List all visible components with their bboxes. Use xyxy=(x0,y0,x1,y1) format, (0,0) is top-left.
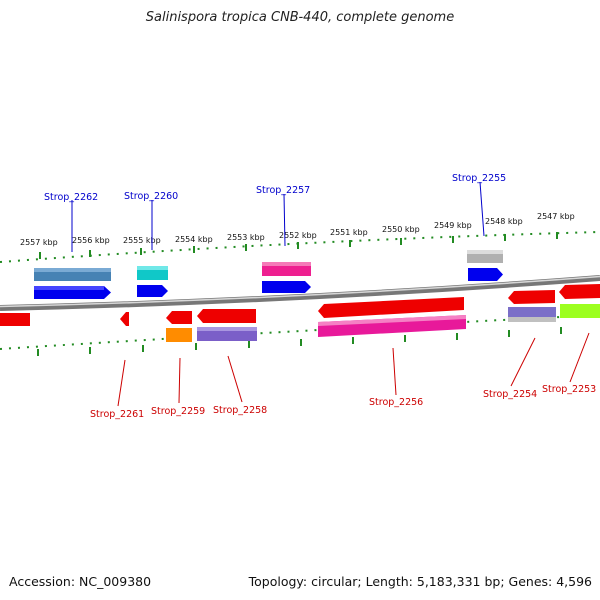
genome-summary-text: Topology: circular; Length: 5,183,331 bp… xyxy=(248,574,592,589)
upper-ruler-major-ticks xyxy=(39,232,558,259)
feature-strop-2261[interactable] xyxy=(120,312,129,326)
reverse-features xyxy=(0,284,600,342)
tick-label: 2552 kbp xyxy=(279,231,317,240)
genome-backbone xyxy=(0,275,600,311)
feature-strop-2256-red[interactable] xyxy=(318,297,464,318)
map-title: Salinispora tropica CNB-440, complete ge… xyxy=(145,10,455,25)
feature-shade xyxy=(318,315,466,326)
gene-label-strop-2258[interactable]: Strop_2258 xyxy=(213,405,267,416)
tick-label: 2553 kbp xyxy=(227,233,265,242)
feature-strop-2259[interactable] xyxy=(166,328,192,342)
gene-label-strop-2255[interactable]: Strop_2255 xyxy=(452,173,506,184)
feature-shade xyxy=(467,250,503,254)
tick-label: 2551 kbp xyxy=(330,228,368,237)
feature-strop-2255[interactable] xyxy=(468,268,503,281)
tick-label: 2557 kbp xyxy=(20,238,58,247)
gene-label-strop-2260[interactable]: Strop_2260 xyxy=(124,191,178,202)
feature-shade xyxy=(262,262,311,266)
forward-features xyxy=(34,250,503,299)
backbone-highlight xyxy=(0,275,600,308)
gene-label-strop-2259[interactable]: Strop_2259 xyxy=(151,406,205,417)
feature-shade xyxy=(34,286,104,290)
feature-strop-2259-red[interactable] xyxy=(166,311,192,324)
leader-lines xyxy=(71,181,590,407)
gene-label-strop-2253[interactable]: Strop_2253 xyxy=(542,384,596,395)
lower-ruler-major-ticks xyxy=(37,327,562,356)
feature-shade xyxy=(197,327,257,331)
feature-strop-2260[interactable] xyxy=(137,285,168,297)
feature-shade xyxy=(34,268,111,272)
tick-label: 2550 kbp xyxy=(382,225,420,234)
gene-label-strop-2261[interactable]: Strop_2261 xyxy=(90,409,144,420)
feature-strop-2254-red[interactable] xyxy=(508,290,555,304)
tick-label: 2554 kbp xyxy=(175,235,213,244)
feature-strop-2257[interactable] xyxy=(262,281,311,293)
tick-label: 2547 kbp xyxy=(537,212,575,221)
feature-strop-2253[interactable] xyxy=(560,304,600,318)
gene-label-strop-2257[interactable]: Strop_2257 xyxy=(256,185,310,196)
feature-shade xyxy=(137,266,168,270)
accession-text: Accession: NC_009380 xyxy=(9,574,152,589)
gene-label-strop-2262[interactable]: Strop_2262 xyxy=(44,192,98,203)
gene-labels: Strop_2262 Strop_2260 Strop_2257 Strop_2… xyxy=(44,173,596,420)
gene-label-strop-2256[interactable]: Strop_2256 xyxy=(369,397,423,408)
tick-label: 2549 kbp xyxy=(434,221,472,230)
feature-strop-2253-red[interactable] xyxy=(559,284,600,299)
tick-labels: 2557 kbp 2556 kbp 2555 kbp 2554 kbp 2553… xyxy=(20,212,575,247)
feature-strop-2258-red[interactable] xyxy=(197,309,256,323)
tick-label: 2555 kbp xyxy=(123,236,161,245)
gene-label-strop-2254[interactable]: Strop_2254 xyxy=(483,389,537,400)
tick-label: 2556 kbp xyxy=(72,236,110,245)
feature-shade xyxy=(508,317,556,322)
feature-red-left[interactable] xyxy=(0,313,30,326)
tick-label: 2548 kbp xyxy=(485,217,523,226)
